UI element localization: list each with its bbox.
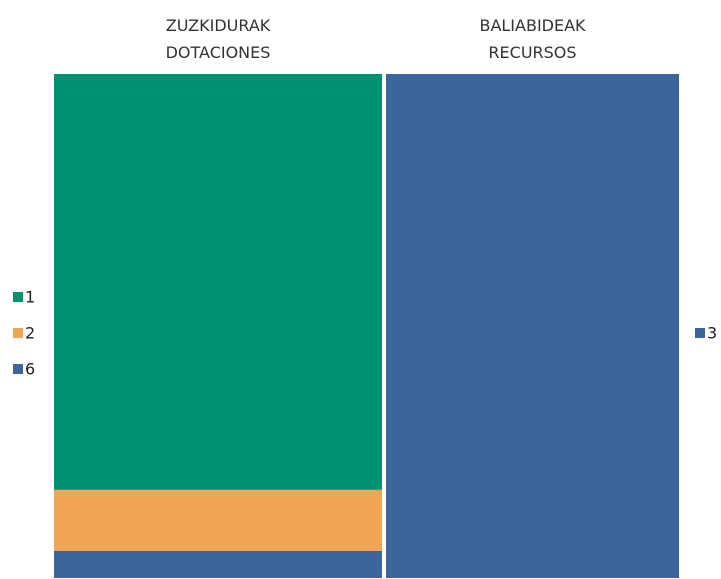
category-label: ZUZKIDURAK DOTACIONES — [165, 16, 271, 62]
legend-swatch — [13, 328, 23, 338]
bar-segment — [386, 74, 679, 578]
bar-segment — [54, 550, 382, 578]
legend-swatch — [13, 292, 23, 302]
legend-swatch — [695, 328, 705, 338]
bar-segment — [54, 489, 382, 551]
category-label: BALIABIDEAK RECURSOS — [479, 16, 586, 62]
legend-label: 3 — [707, 324, 717, 343]
legend-label: 2 — [25, 324, 35, 343]
legend-label: 1 — [25, 288, 35, 307]
bar-segment — [54, 74, 382, 490]
legend-swatch — [13, 364, 23, 374]
legend-label: 6 — [25, 360, 35, 379]
